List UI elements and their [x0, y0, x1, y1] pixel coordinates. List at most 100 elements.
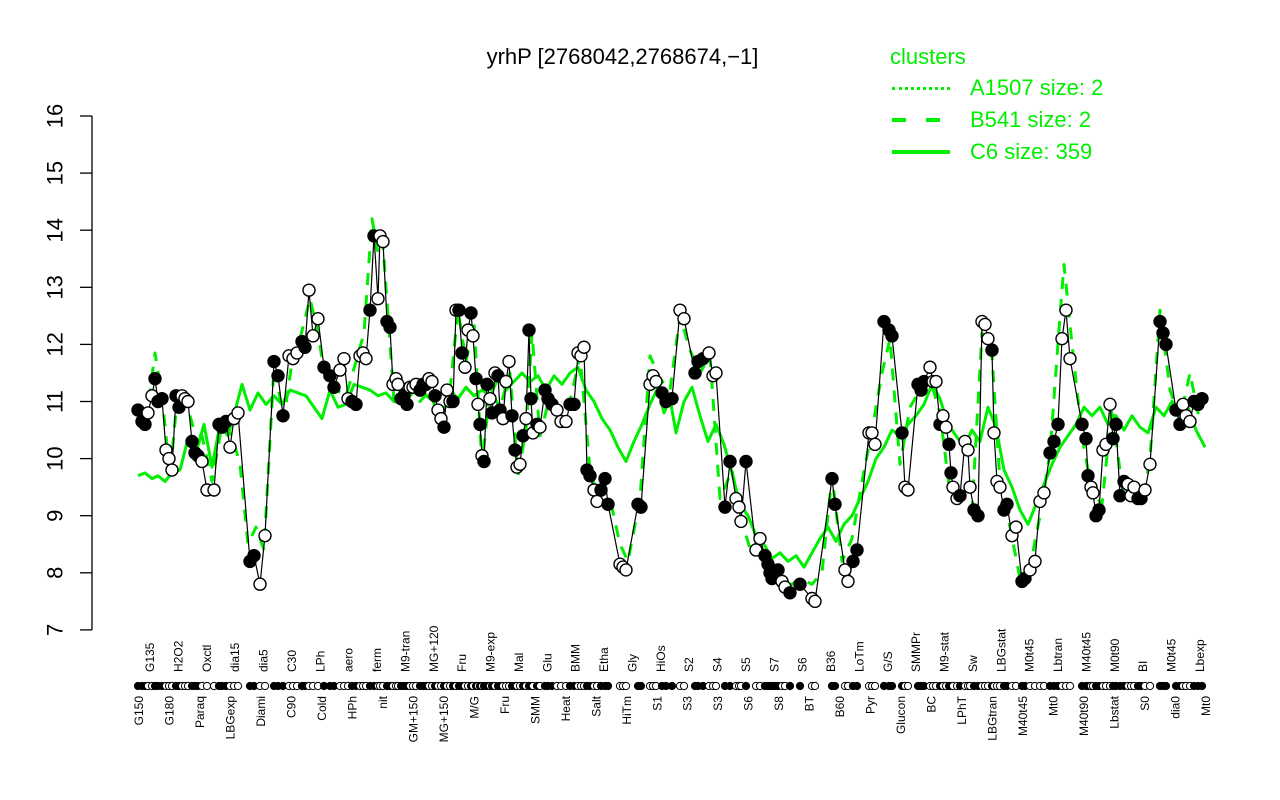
svg-text:15: 15	[43, 161, 68, 185]
svg-text:HiTm: HiTm	[620, 696, 634, 725]
svg-text:14: 14	[43, 218, 68, 242]
svg-text:HPh: HPh	[345, 696, 359, 719]
svg-text:LBGexp: LBGexp	[223, 696, 237, 740]
svg-text:B60: B60	[833, 696, 847, 718]
svg-text:GM+150: GM+150	[406, 696, 420, 743]
svg-text:10: 10	[43, 446, 68, 470]
svg-text:Salt: Salt	[589, 695, 603, 716]
svg-text:Sw: Sw	[966, 655, 980, 672]
svg-text:SMMPr: SMMPr	[909, 632, 923, 672]
svg-text:dia5: dia5	[257, 649, 271, 672]
svg-text:Oxctl: Oxctl	[200, 645, 214, 672]
svg-text:C90: C90	[284, 696, 298, 718]
dashed-line-icon	[892, 118, 950, 122]
data-points	[131, 229, 1209, 609]
svg-text:B36: B36	[824, 650, 838, 672]
svg-text:HiOs: HiOs	[654, 645, 668, 672]
svg-text:C30: C30	[285, 650, 299, 672]
svg-text:LoTm: LoTm	[852, 641, 866, 672]
svg-text:8: 8	[43, 567, 68, 579]
svg-text:Mal: Mal	[512, 653, 526, 672]
chart-title: yrhP [2768042,2768674,−1]	[486, 44, 759, 69]
legend-item-c6: C6 size: 359	[890, 136, 1103, 168]
svg-text:ferm: ferm	[370, 648, 384, 672]
legend-title: clusters	[890, 44, 966, 69]
svg-text:aero: aero	[342, 648, 356, 672]
svg-text:S7: S7	[767, 657, 781, 672]
svg-text:M40t90: M40t90	[1077, 696, 1091, 736]
svg-text:BT: BT	[803, 695, 817, 711]
y-axis: 7 8 9 10 11 12 13 14 15 16	[43, 104, 93, 636]
legend: clusters A1507 size: 2 B541 size: 2 C6 s…	[890, 44, 1103, 168]
svg-text:M/G: M/G	[467, 696, 481, 719]
svg-text:S1: S1	[650, 696, 664, 711]
legend-item-a1507: A1507 size: 2	[890, 72, 1103, 104]
svg-text:Fru: Fru	[498, 696, 512, 714]
svg-text:M9-tran: M9-tran	[398, 631, 412, 672]
svg-text:Lbexp: Lbexp	[1193, 639, 1207, 672]
svg-text:Glucon: Glucon	[894, 696, 908, 734]
svg-text:BC: BC	[925, 696, 939, 713]
svg-text:12: 12	[43, 332, 68, 356]
svg-text:BI: BI	[1136, 661, 1150, 672]
svg-text:LPhT: LPhT	[955, 695, 969, 724]
svg-text:S6: S6	[742, 696, 756, 711]
svg-text:Heat: Heat	[559, 695, 573, 721]
svg-text:Etha: Etha	[597, 647, 611, 672]
svg-text:7: 7	[43, 624, 68, 636]
svg-text:Fru: Fru	[455, 654, 469, 672]
svg-text:Lbstat: Lbstat	[1108, 695, 1122, 728]
svg-text:Gly: Gly	[625, 654, 639, 672]
svg-text:S5: S5	[739, 657, 753, 672]
svg-text:9: 9	[43, 510, 68, 522]
svg-text:M0t45: M0t45	[1023, 638, 1037, 672]
svg-text:Cold: Cold	[315, 696, 329, 721]
legend-label: C6 size: 359	[970, 139, 1093, 164]
solid-line-icon	[892, 150, 950, 154]
svg-text:LBGtran: LBGtran	[986, 696, 1000, 741]
svg-text:BMM: BMM	[569, 644, 583, 672]
svg-text:S4: S4	[711, 657, 725, 672]
svg-text:M9-exp: M9-exp	[484, 632, 498, 672]
svg-text:G/S: G/S	[881, 651, 895, 672]
svg-text:MG+120: MG+120	[427, 625, 441, 672]
svg-text:S0: S0	[1138, 696, 1152, 711]
svg-text:G180: G180	[162, 696, 176, 726]
svg-text:G150: G150	[132, 696, 146, 726]
svg-text:S2: S2	[682, 657, 696, 672]
svg-text:M0t90: M0t90	[1108, 638, 1122, 672]
svg-text:Mt0: Mt0	[1199, 696, 1213, 716]
svg-text:dia0: dia0	[1169, 696, 1183, 719]
svg-text:S6: S6	[796, 657, 810, 672]
x-axis-rug	[133, 681, 1207, 691]
svg-text:LBGstat: LBGstat	[994, 628, 1008, 672]
svg-text:G135: G135	[143, 642, 157, 672]
dotted-line-icon	[892, 86, 950, 90]
svg-text:nit: nit	[376, 695, 390, 708]
svg-text:M40t45: M40t45	[1016, 696, 1030, 736]
svg-text:13: 13	[43, 275, 68, 299]
svg-text:M40t45: M40t45	[1079, 632, 1093, 672]
svg-text:SMM: SMM	[528, 696, 542, 724]
svg-text:S8: S8	[772, 696, 786, 711]
svg-text:Glu: Glu	[540, 653, 554, 672]
legend-label: B541 size: 2	[970, 107, 1092, 132]
svg-text:LPh: LPh	[313, 651, 327, 672]
legend-label: A1507 size: 2	[970, 75, 1104, 100]
svg-text:Mt0: Mt0	[1047, 696, 1061, 716]
svg-text:H2O2: H2O2	[171, 640, 185, 672]
svg-text:Paraq: Paraq	[193, 696, 207, 728]
svg-text:Lbtran: Lbtran	[1051, 638, 1065, 672]
svg-text:Diami: Diami	[254, 696, 268, 727]
svg-text:MG+150: MG+150	[437, 696, 451, 743]
svg-text:M9-stat: M9-stat	[938, 631, 952, 672]
svg-text:16: 16	[43, 104, 68, 128]
svg-text:M0t45: M0t45	[1165, 638, 1179, 672]
expression-line	[137, 233, 1203, 603]
x-axis-labels: G135 H2O2 Oxctl dia15 dia5 C30 LPh aero ferm M9-t…	[132, 625, 1213, 742]
svg-text:dia15: dia15	[228, 642, 242, 672]
svg-text:Pyr: Pyr	[864, 696, 878, 714]
svg-text:11: 11	[43, 390, 68, 413]
